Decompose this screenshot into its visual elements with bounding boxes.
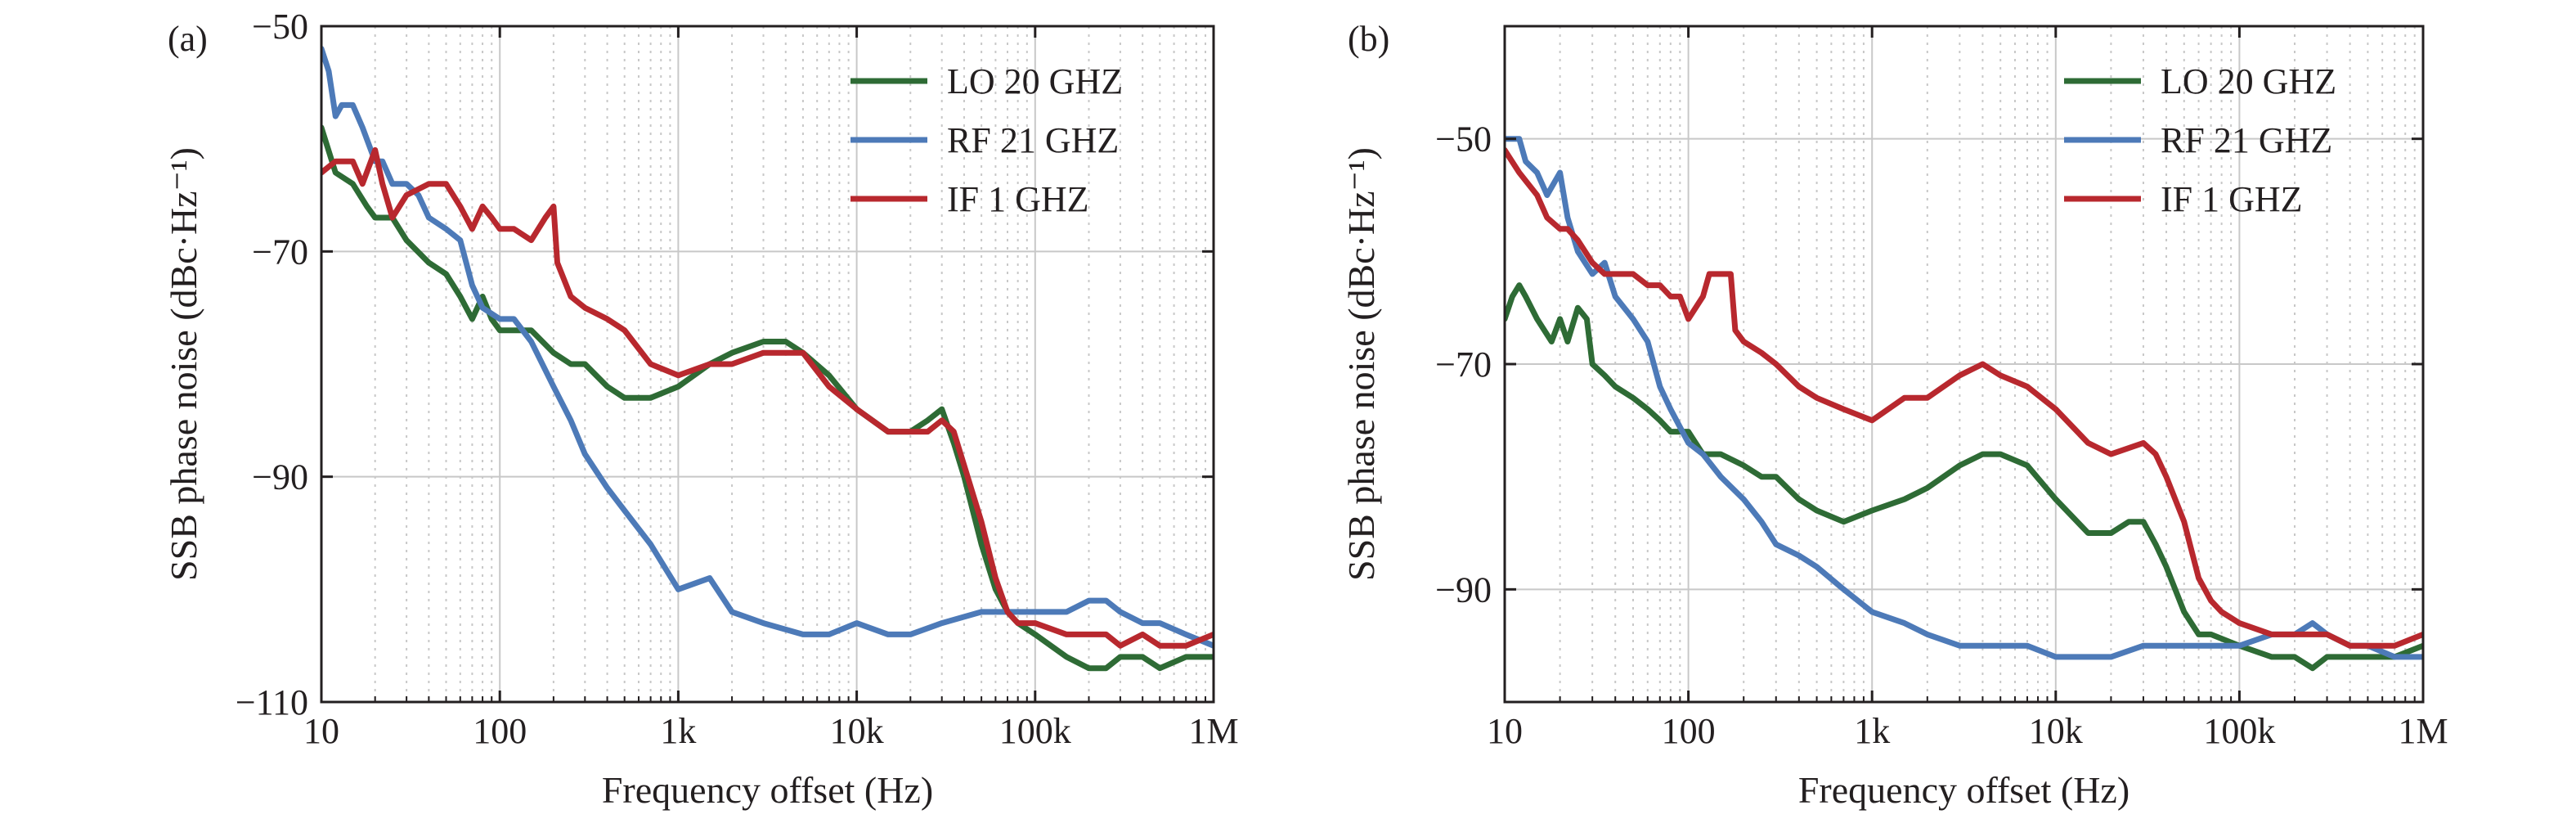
y-tick-label: −90 — [252, 457, 308, 497]
x-tick-label: 10k — [830, 711, 884, 751]
series-line-if-1-ghz — [321, 146, 1214, 649]
x-tick-label: 10 — [303, 711, 339, 751]
chart-panel-1: 10 100 1k 10k 100k 1M −50 −70 −90 −110 Frequency o… — [163, 7, 1239, 811]
x-tick-label: 100k — [2203, 711, 2275, 751]
series-line-rf-21-ghz — [321, 46, 1214, 649]
x-tick-label: 1M — [2398, 711, 2448, 751]
legend-label: RF 21 GHZ — [947, 120, 1119, 160]
x-tick-label: 10k — [2029, 711, 2083, 751]
y-axis-label: SSB phase noise (dBc·Hz⁻¹) — [163, 147, 204, 581]
x-tick-label: 1k — [1854, 711, 1890, 751]
x-axis-label: Frequency offset (Hz) — [1798, 769, 2129, 811]
legend-label: LO 20 GHZ — [2161, 61, 2336, 101]
legend-label: IF 1 GHZ — [947, 179, 1089, 219]
panel-label: (a) — [168, 19, 208, 59]
legend: LO 20 GHZ RF 21 GHZ IF 1 GHZ — [850, 61, 1123, 219]
x-tick-label: 100k — [999, 711, 1071, 751]
y-tick-label: −110 — [236, 682, 308, 722]
y-tick-label: −50 — [252, 7, 308, 47]
x-tick-label: 100 — [1662, 711, 1716, 751]
series-line-lo-20-ghz — [321, 124, 1214, 672]
y-tick-label: −70 — [1435, 344, 1492, 385]
y-tick-label: −70 — [252, 232, 308, 272]
x-tick-label: 10 — [1487, 711, 1523, 751]
y-axis-label: SSB phase noise (dBc·Hz⁻¹) — [1340, 147, 1382, 581]
legend-label: LO 20 GHZ — [947, 61, 1123, 101]
x-axis-label: Frequency offset (Hz) — [602, 769, 933, 811]
series-line-lo-20-ghz — [1505, 282, 2423, 672]
y-tick-label: −50 — [1435, 119, 1492, 160]
legend-label: RF 21 GHZ — [2161, 120, 2332, 160]
x-tick-label: 1M — [1188, 711, 1238, 751]
legend-label: IF 1 GHZ — [2161, 179, 2303, 219]
y-tick-label: −90 — [1435, 569, 1492, 610]
series-group — [1505, 136, 2423, 672]
series-line-if-1-ghz — [1505, 146, 2423, 649]
plot-frame — [320, 25, 1215, 704]
panel-label: (b) — [1348, 19, 1389, 59]
legend: LO 20 GHZ RF 21 GHZ IF 1 GHZ — [2064, 61, 2336, 219]
x-tick-label: 100 — [473, 711, 527, 751]
series-group — [321, 46, 1214, 672]
chart-panel-2: 10 100 1k 10k 100k 1M −50 −70 −90 Frequency offse… — [1340, 19, 2448, 811]
x-tick-label: 1k — [660, 711, 696, 751]
grid — [1504, 26, 2424, 702]
